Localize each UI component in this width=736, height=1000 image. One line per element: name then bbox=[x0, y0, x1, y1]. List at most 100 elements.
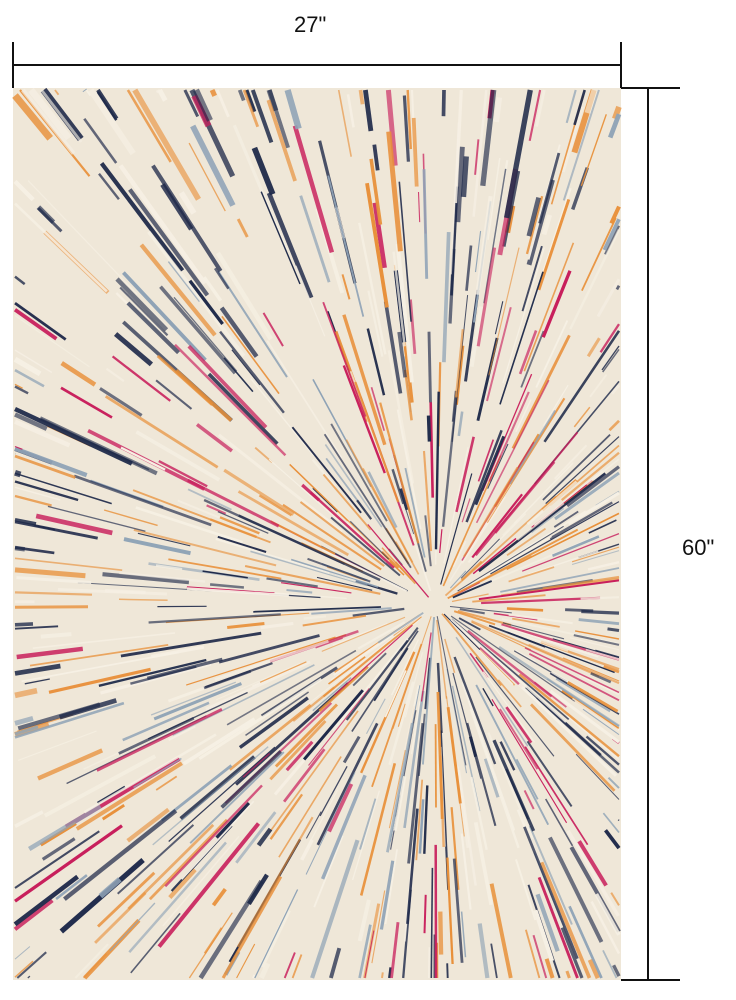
rug-ray bbox=[346, 520, 391, 563]
rug-ray bbox=[492, 739, 536, 832]
rug-ray bbox=[126, 301, 180, 355]
rug-ray bbox=[209, 518, 257, 539]
rug-ray bbox=[517, 683, 618, 777]
rug-ray bbox=[245, 89, 257, 113]
rug-ray bbox=[14, 520, 98, 540]
rug-ray bbox=[448, 248, 456, 324]
rug-ray bbox=[487, 443, 509, 489]
rug-ray bbox=[118, 164, 207, 285]
rug-ray bbox=[358, 924, 372, 979]
rug-ray bbox=[120, 446, 166, 471]
rug-ray bbox=[472, 537, 517, 575]
rug-ray bbox=[455, 766, 470, 849]
rug-ray bbox=[268, 458, 387, 563]
rug-ray bbox=[409, 299, 417, 355]
rug-ray bbox=[385, 89, 398, 166]
rug-ray bbox=[542, 433, 611, 501]
rug-ray bbox=[186, 587, 289, 597]
rug-ray bbox=[40, 632, 72, 639]
rug-ray bbox=[299, 501, 385, 567]
rug-ray bbox=[346, 94, 355, 128]
rug-ray bbox=[602, 218, 621, 251]
rug-ray bbox=[118, 598, 168, 601]
rug-ray bbox=[397, 331, 407, 378]
rug-ray bbox=[475, 379, 550, 524]
rug-ray bbox=[474, 230, 482, 273]
rug-ray bbox=[554, 471, 620, 521]
rug-ray bbox=[135, 430, 221, 482]
rug-ray bbox=[187, 344, 268, 429]
rug-ray bbox=[104, 395, 219, 469]
rug-ray bbox=[40, 89, 83, 143]
rug-ray bbox=[16, 576, 92, 584]
rug-ray bbox=[174, 369, 233, 422]
rug-ray bbox=[474, 139, 480, 175]
rug-ray bbox=[237, 89, 246, 102]
rug-ray bbox=[342, 735, 361, 764]
rug-ray bbox=[214, 639, 329, 682]
rug-ray bbox=[308, 688, 370, 766]
rug-ray bbox=[566, 681, 619, 713]
rug-ray bbox=[511, 334, 571, 450]
rug-ray bbox=[14, 725, 39, 736]
height-label: 60" bbox=[682, 535, 715, 560]
rug-ray bbox=[427, 331, 432, 403]
rug-ray bbox=[545, 436, 620, 505]
rug-ray bbox=[457, 769, 477, 886]
rug-ray bbox=[237, 490, 350, 557]
rug-ray bbox=[460, 538, 500, 579]
rug-ray bbox=[316, 722, 379, 846]
rug-ray bbox=[319, 765, 348, 817]
rug-ray bbox=[323, 433, 412, 569]
rug-ray bbox=[535, 89, 546, 127]
rug-ray bbox=[122, 701, 210, 742]
rug-ray bbox=[250, 89, 274, 144]
rug-ray bbox=[584, 89, 598, 114]
rug-ray bbox=[258, 962, 271, 980]
rug-ray bbox=[397, 703, 406, 727]
rug-ray bbox=[551, 535, 600, 557]
rug-ray bbox=[381, 972, 384, 979]
rug-ray bbox=[207, 372, 279, 446]
rug-ray bbox=[404, 467, 426, 558]
rug-ray bbox=[452, 540, 467, 568]
rug-ray bbox=[14, 824, 123, 903]
rug-ray bbox=[574, 630, 620, 640]
rug-ray bbox=[450, 618, 567, 723]
rug-ray bbox=[508, 566, 555, 583]
rug-ray bbox=[571, 546, 620, 563]
rug-ray bbox=[490, 510, 587, 571]
rug-ray bbox=[436, 616, 467, 766]
rug-ray bbox=[480, 619, 569, 652]
rug-ray bbox=[215, 662, 301, 701]
rug-ray bbox=[487, 732, 534, 840]
rug-ray bbox=[596, 278, 621, 318]
rug-ray bbox=[252, 974, 256, 979]
rug-ray bbox=[452, 672, 482, 779]
rug-ray bbox=[168, 558, 282, 580]
rug-ray bbox=[458, 617, 481, 631]
rug-ray bbox=[115, 277, 169, 332]
rug-ray bbox=[390, 922, 400, 979]
rug-ray bbox=[502, 622, 565, 640]
rug-ray bbox=[379, 402, 420, 544]
rug-ray bbox=[500, 625, 599, 658]
rug-ray bbox=[476, 247, 497, 347]
rug-ray bbox=[461, 498, 471, 523]
rug-ray bbox=[549, 501, 613, 540]
rug-ray bbox=[100, 662, 212, 695]
rug-ray bbox=[358, 89, 365, 105]
rug-ray bbox=[575, 753, 620, 800]
rug-ray bbox=[282, 503, 382, 571]
rug-ray bbox=[590, 672, 612, 684]
rug-ray bbox=[454, 329, 464, 398]
rug-ray bbox=[126, 89, 172, 163]
rug-ray bbox=[14, 454, 76, 479]
rug-ray bbox=[393, 776, 407, 831]
rug-image bbox=[12, 87, 622, 980]
rug-ray bbox=[14, 830, 100, 889]
rug-ray bbox=[586, 458, 620, 486]
rug-ray bbox=[552, 638, 620, 659]
rug-ray bbox=[560, 927, 584, 979]
rug-ray bbox=[205, 660, 311, 711]
